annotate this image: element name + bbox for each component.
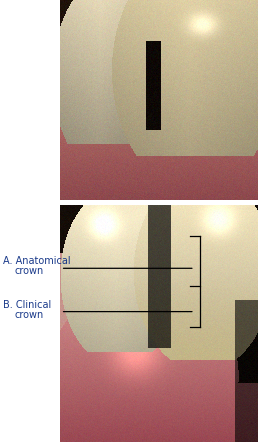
Text: crown: crown bbox=[15, 310, 44, 320]
Text: B. Clinical: B. Clinical bbox=[3, 300, 51, 310]
Text: crown: crown bbox=[15, 266, 44, 276]
Text: A. Anatomical: A. Anatomical bbox=[3, 256, 70, 266]
Bar bbox=[60, 200, 258, 205]
